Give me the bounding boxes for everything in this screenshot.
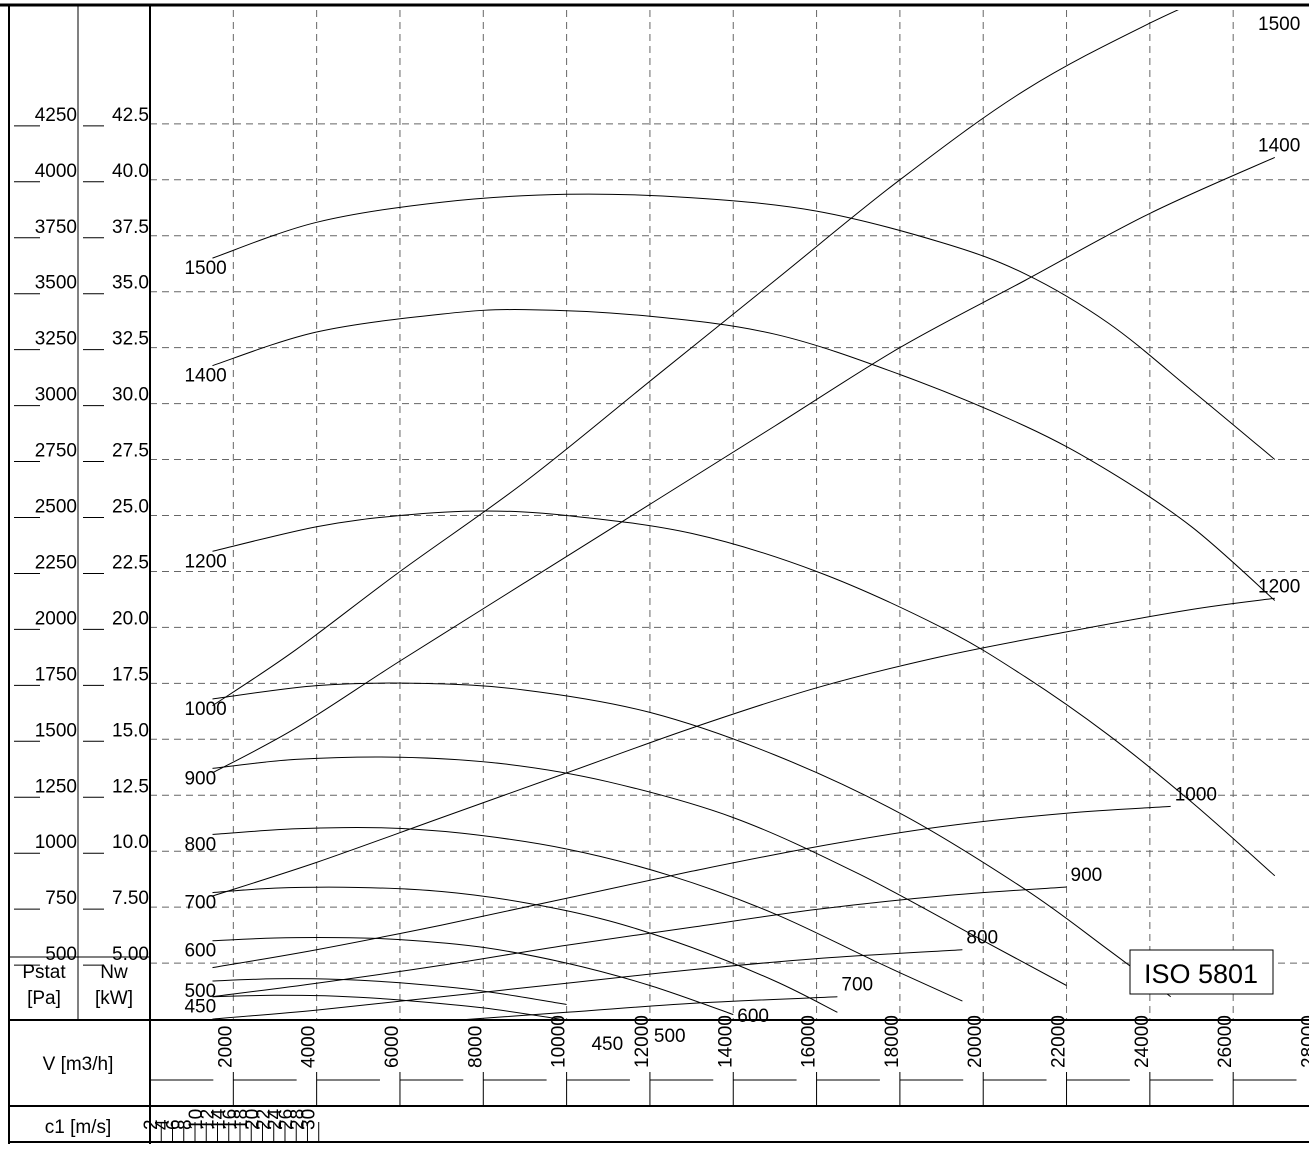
flow-tick-label: 10000 — [549, 1015, 570, 1068]
power-curve-label: 1000 — [1175, 784, 1217, 805]
flow-tick-label: 2000 — [215, 1026, 236, 1068]
flow-tick-label: 12000 — [632, 1015, 653, 1068]
power-curve-label: 450 — [591, 1034, 623, 1055]
pressure-curve-label: 1000 — [184, 699, 226, 720]
flow-tick-label: 22000 — [1049, 1015, 1070, 1068]
power-curve-900 — [213, 887, 1067, 997]
flow-axis-title: V [m3/h] — [43, 1054, 114, 1075]
power-tick-label: 17.5 — [112, 664, 149, 685]
power-curve-label: 600 — [737, 1006, 769, 1027]
power-tick-label: 7.50 — [112, 888, 149, 909]
pressure-tick-label: 1750 — [35, 664, 77, 685]
pressure-curve-label: 1500 — [184, 258, 226, 279]
pressure-curve-label: 1400 — [184, 366, 226, 387]
flow-tick-label: 26000 — [1215, 1015, 1236, 1068]
power-tick-label: 37.5 — [112, 217, 149, 238]
pressure-curve-1000 — [213, 683, 1171, 997]
curves — [213, 0, 1275, 1066]
power-curve-label: 800 — [966, 928, 998, 949]
power-tick-label: 30.0 — [112, 385, 149, 406]
flow-tick-label: 16000 — [799, 1015, 820, 1068]
power-tick-label: 15.0 — [112, 720, 149, 741]
pressure-tick-label: 3000 — [35, 385, 77, 406]
pressure-curve-label: 1200 — [184, 551, 226, 572]
flow-tick-label: 28000 — [1299, 1015, 1309, 1068]
flow-tick-label: 18000 — [882, 1015, 903, 1068]
power-curve-1400 — [213, 157, 1275, 773]
power-axis-title-line2: [kW] — [95, 988, 133, 1009]
pressure-axis-title-line1: Pstat — [22, 962, 66, 983]
pressure-tick-label: 4000 — [35, 161, 77, 182]
power-tick-label: 35.0 — [112, 273, 149, 294]
power-axis-title-line1: Nw — [100, 962, 128, 983]
power-curve-label: 1200 — [1258, 576, 1300, 597]
flow-tick-label: 4000 — [299, 1026, 320, 1068]
pressure-curve-1500 — [213, 194, 1275, 459]
pressure-tick-label: 2000 — [35, 608, 77, 629]
power-tick-label: 40.0 — [112, 161, 149, 182]
x-axes: 2000 4000 6000 8000 10000 12000 14000 16000 1800… — [111, 1015, 1309, 1142]
power-curve-label: 900 — [1071, 865, 1103, 886]
power-tick-label: 10.0 — [112, 832, 149, 853]
power-curve-label: 1500 — [1258, 14, 1300, 35]
pressure-axis-title-line2: [Pa] — [27, 988, 61, 1009]
y-axes: 5007501000125015001750200022502500275030… — [14, 100, 150, 965]
flow-tick-label: 20000 — [965, 1015, 986, 1068]
pressure-tick-label: 1250 — [35, 776, 77, 797]
pressure-tick-label: 2500 — [35, 497, 77, 518]
velocity-tick-label: 30 — [299, 1109, 320, 1130]
pressure-curve-label: 800 — [184, 834, 216, 855]
pressure-curve-label: 600 — [184, 941, 216, 962]
pressure-tick-label: 1500 — [35, 720, 77, 741]
standard-label: ISO 5801 — [1144, 959, 1258, 989]
pressure-tick-label: 1000 — [35, 832, 77, 853]
flow-tick-label: 6000 — [382, 1026, 403, 1068]
standard-box: ISO 5801 — [1130, 950, 1273, 994]
pressure-curve-1400 — [213, 310, 1275, 601]
power-tick-label: 42.5 — [112, 105, 149, 126]
pressure-curve-700 — [213, 887, 838, 1012]
pressure-tick-label: 3750 — [35, 217, 77, 238]
pressure-curve-label: 450 — [184, 997, 216, 1018]
power-curve-label: 1400 — [1258, 135, 1300, 156]
pressure-tick-label: 750 — [45, 888, 77, 909]
flow-tick-label: 14000 — [715, 1015, 736, 1068]
power-tick-label: 32.5 — [112, 329, 149, 350]
power-tick-label: 12.5 — [112, 776, 149, 797]
pressure-curve-label: 900 — [184, 768, 216, 789]
power-tick-label: 25.0 — [112, 497, 149, 518]
pressure-curve-label: 700 — [184, 893, 216, 914]
power-curve-500 — [213, 1048, 650, 1062]
pressure-tick-label: 4250 — [35, 105, 77, 126]
pressure-curve-600 — [213, 937, 734, 1014]
power-tick-label: 22.5 — [112, 552, 149, 573]
velocity-axis-title: c1 [m/s] — [45, 1117, 112, 1138]
pressure-tick-label: 3500 — [35, 273, 77, 294]
power-tick-label: 20.0 — [112, 608, 149, 629]
power-curve-label: 500 — [654, 1026, 686, 1047]
power-tick-label: 27.5 — [112, 441, 149, 462]
grid — [150, 10, 1309, 1020]
pressure-tick-label: 3250 — [35, 329, 77, 350]
pressure-curve-500 — [213, 979, 567, 1005]
flow-tick-label: 8000 — [465, 1026, 486, 1068]
power-curve-1500 — [213, 0, 1275, 706]
pressure-tick-label: 2250 — [35, 552, 77, 573]
pressure-tick-label: 2750 — [35, 441, 77, 462]
curve-labels: 1500 1400 1200 1000 900 800 700 600 500 450 1500 14… — [184, 14, 1300, 1055]
flow-tick-label: 24000 — [1132, 1015, 1153, 1068]
power-curve-label: 700 — [841, 975, 873, 996]
